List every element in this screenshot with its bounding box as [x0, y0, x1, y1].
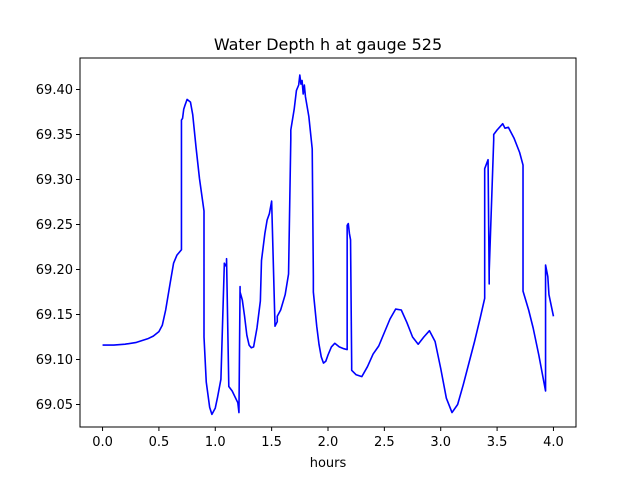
chart-title: Water Depth h at gauge 525 — [214, 35, 442, 54]
x-tick-label: 0.0 — [92, 435, 113, 450]
y-tick-label: 69.10 — [36, 353, 73, 368]
x-tick-label: 0.5 — [149, 435, 170, 450]
x-tick-label: 3.0 — [430, 435, 451, 450]
series-line-0 — [102, 74, 555, 416]
x-tick-label: 2.0 — [318, 435, 339, 450]
x-tick-label: 4.0 — [543, 435, 564, 450]
x-tick-label: 2.5 — [374, 435, 395, 450]
y-tick-label: 69.40 — [36, 83, 73, 98]
x-tick-label: 1.5 — [261, 435, 282, 450]
x-tick-label: 1.0 — [205, 435, 226, 450]
y-axis-ticks: 69.05 69.10 69.15 69.20 69.25 69.30 69.35 69.40 — [36, 83, 80, 413]
y-tick-label: 69.05 — [36, 398, 73, 413]
y-tick-label: 69.35 — [36, 128, 73, 143]
x-axis-ticks: 0.0 0.5 1.0 1.5 2.0 2.5 3.0 3.5 4.0 — [92, 427, 564, 450]
plot-area — [102, 74, 555, 416]
x-axis-label: hours — [310, 456, 347, 471]
y-tick-label: 69.25 — [36, 218, 73, 233]
y-tick-label: 69.30 — [36, 173, 73, 188]
y-tick-label: 69.20 — [36, 263, 73, 278]
y-tick-label: 69.15 — [36, 308, 73, 323]
x-tick-label: 3.5 — [487, 435, 508, 450]
